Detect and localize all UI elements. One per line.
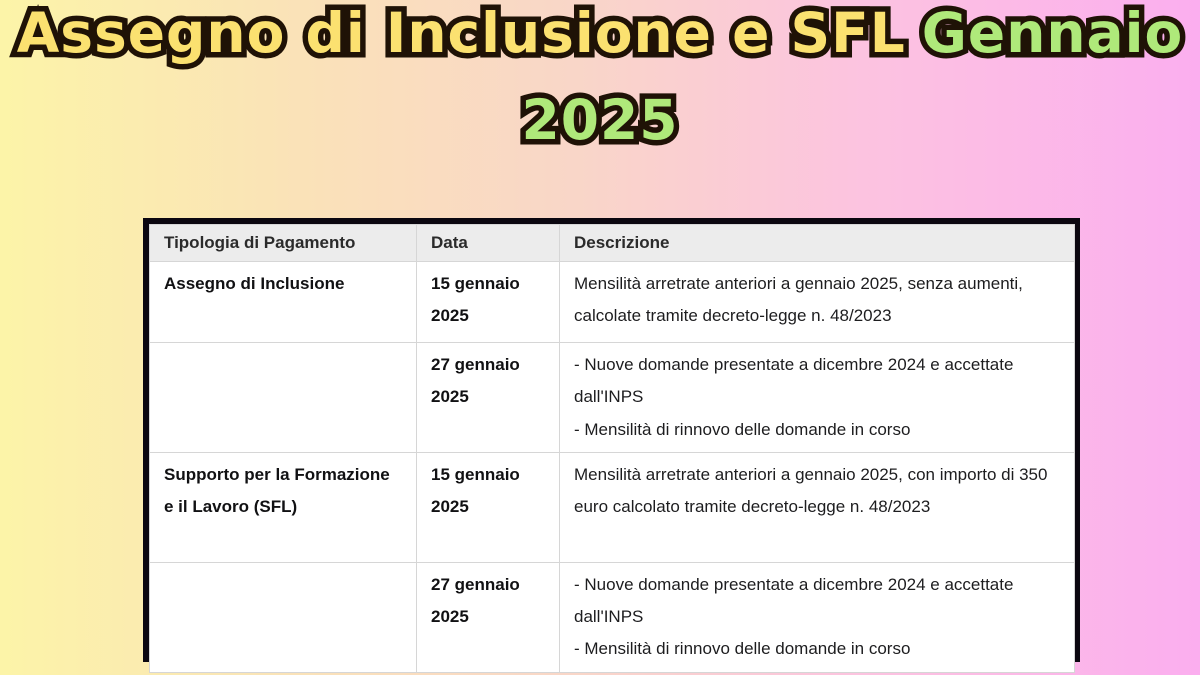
description-line: Mensilità arretrate anteriori a gennaio …	[574, 464, 1048, 517]
title-text-yellow: Assegno di Inclusione e SFL	[17, 6, 906, 62]
table-row: Supporto per la Formazione e il Lavoro (…	[149, 451, 1075, 563]
column-header-data: Data	[416, 224, 560, 262]
payment-type-cell	[149, 561, 417, 673]
title-line-1: Assegno di Inclusione e SFL Gennaio	[0, 6, 1200, 62]
payment-date-cell: 15 gennaio 2025	[416, 451, 560, 563]
payment-description-cell: Mensilità arretrate anteriori a gennaio …	[559, 451, 1075, 563]
table-row: 27 gennaio 2025 - Nuove domande presenta…	[149, 561, 1075, 673]
column-header-tipologia: Tipologia di Pagamento	[149, 224, 417, 262]
description-line: - Mensilità di rinnovo delle domande in …	[574, 419, 911, 439]
payment-date-cell: 15 gennaio 2025	[416, 261, 560, 343]
title-line-2: 2025	[0, 93, 1200, 149]
payments-table-container: Tipologia di Pagamento Data Descrizione …	[143, 218, 1080, 673]
payment-description-cell: - Nuove domande presentate a dicembre 20…	[559, 342, 1075, 453]
table-header-row: Tipologia di Pagamento Data Descrizione	[149, 224, 1075, 262]
payments-table: Tipologia di Pagamento Data Descrizione …	[149, 224, 1075, 673]
description-line: - Mensilità di rinnovo delle domande in …	[574, 639, 911, 659]
description-line: Mensilità arretrate anteriori a gennaio …	[574, 274, 1023, 326]
table-row: 27 gennaio 2025 - Nuove domande presenta…	[149, 342, 1075, 453]
table-row: Assegno di Inclusione 15 gennaio 2025 Me…	[149, 261, 1075, 343]
payment-date-cell: 27 gennaio 2025	[416, 342, 560, 453]
payment-description-cell: Mensilità arretrate anteriori a gennaio …	[559, 261, 1075, 343]
payment-type-cell: Assegno di Inclusione	[149, 261, 417, 343]
payment-type-cell	[149, 342, 417, 453]
payment-type-cell: Supporto per la Formazione e il Lavoro (…	[149, 451, 417, 563]
description-line: - Nuove domande presentate a dicembre 20…	[574, 574, 1014, 627]
payment-date-cell: 27 gennaio 2025	[416, 561, 560, 673]
description-line: - Nuove domande presentate a dicembre 20…	[574, 355, 1014, 407]
title-year: 2025	[521, 93, 678, 149]
page-title: Assegno di Inclusione e SFL Gennaio 2025	[0, 6, 1200, 149]
column-header-descrizione: Descrizione	[559, 224, 1075, 262]
payment-description-cell: - Nuove domande presentate a dicembre 20…	[559, 561, 1075, 673]
title-text-green: Gennaio	[922, 6, 1184, 62]
